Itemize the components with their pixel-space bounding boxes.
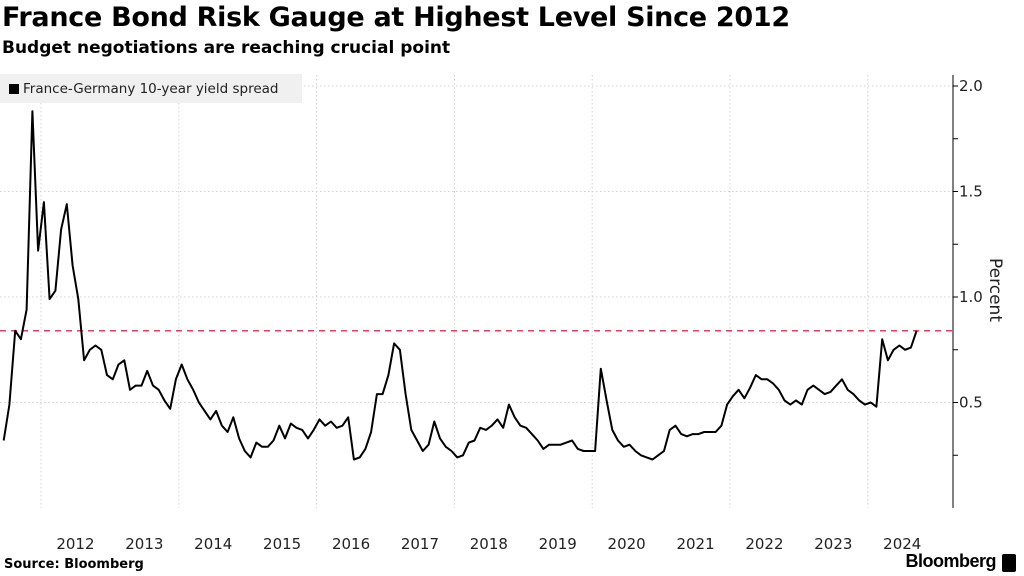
series-line-france-germany-spread bbox=[2, 110, 918, 461]
x-tick-label: 2014 bbox=[194, 535, 232, 553]
x-axis: 2012 2013 2014 2015 2016 2017 2018 2019 2020 2021… bbox=[56, 535, 921, 553]
chart-subtitle: Budget negotiations are reaching crucial… bbox=[2, 38, 451, 58]
x-tick-label: 2022 bbox=[745, 535, 783, 553]
x-tick-label: 2024 bbox=[883, 535, 921, 553]
x-tick-label: 2013 bbox=[125, 535, 163, 553]
x-tick-label: 2023 bbox=[814, 535, 852, 553]
legend-label: France-Germany 10-year yield spread bbox=[23, 80, 279, 97]
x-tick-label: 2017 bbox=[401, 535, 439, 553]
x-tick-label: 2019 bbox=[539, 535, 577, 553]
bloomberg-terminal-icon bbox=[1002, 554, 1016, 572]
y-tick-label: 0.5 bbox=[959, 394, 983, 412]
x-tick-label: 2015 bbox=[263, 535, 301, 553]
y-tick-label: 2.0 bbox=[959, 77, 983, 95]
x-tick-label: 2012 bbox=[56, 535, 94, 553]
bloomberg-logo: Bloomberg bbox=[905, 551, 996, 571]
chart-title: France Bond Risk Gauge at Highest Level … bbox=[2, 2, 790, 33]
y-tick-label: 1.5 bbox=[959, 183, 983, 201]
x-tick-label: 2021 bbox=[676, 535, 714, 553]
x-tick-label: 2016 bbox=[332, 535, 370, 553]
x-tick-label: 2018 bbox=[470, 535, 508, 553]
legend: France-Germany 10-year yield spread bbox=[0, 74, 302, 103]
y-axis-title: Percent bbox=[985, 258, 1005, 322]
x-tick-label: 2020 bbox=[608, 535, 646, 553]
legend-swatch bbox=[9, 83, 19, 94]
y-tick-label: 1.0 bbox=[959, 288, 983, 306]
gridlines bbox=[0, 75, 953, 508]
source-note: Source: Bloomberg bbox=[4, 557, 144, 572]
y-axis: 0.5 1.0 1.5 2.0 Percent bbox=[952, 75, 1005, 508]
